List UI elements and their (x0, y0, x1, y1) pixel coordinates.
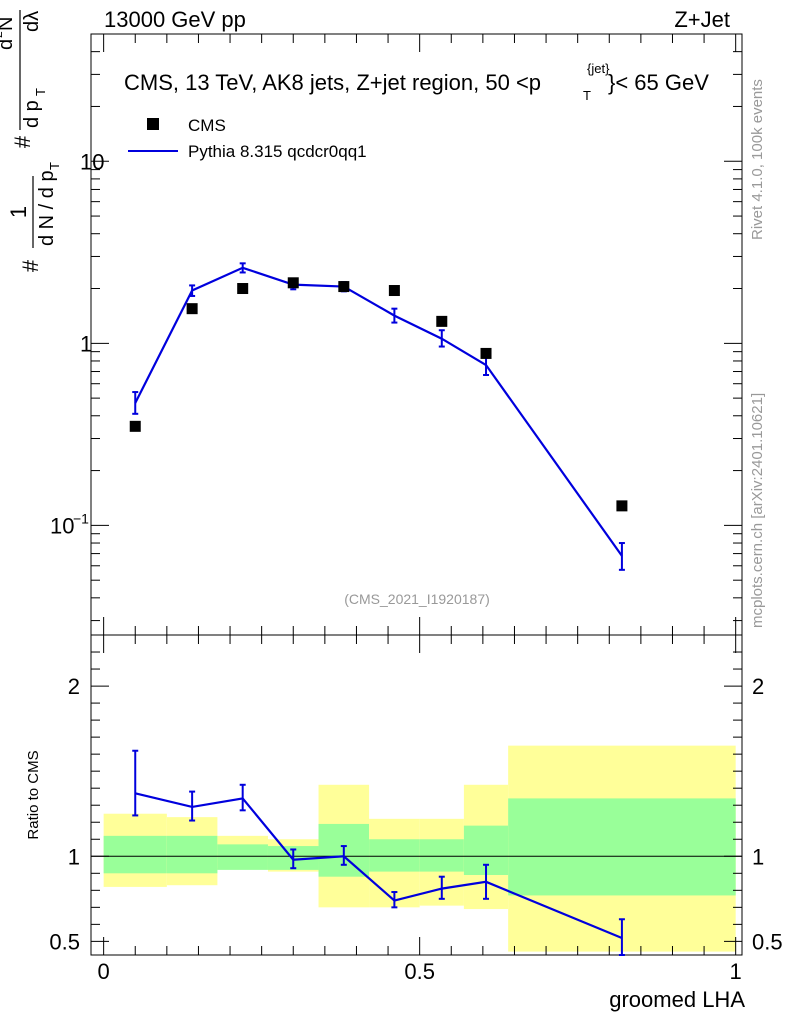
ratio-bands (103, 745, 736, 952)
ratio-y-tick-label-left: 2 (68, 674, 80, 699)
ylabel-hash-1: # (18, 259, 43, 272)
ratio-band-inner-bin (217, 844, 268, 870)
ratio-y-tick-label-right: 1 (752, 844, 764, 869)
main-plot-marks (129, 262, 628, 571)
title-sub: T (583, 88, 591, 103)
main-y-tick-label: 10 (80, 149, 104, 174)
ylabel-dpt-sub: T (33, 88, 48, 96)
rivet-version-label: Rivet 4.1.0, 100k events (749, 79, 766, 240)
x-axis-label: groomed LHA (609, 987, 745, 1012)
legend-pythia-label: Pythia 8.315 qcdcr0qq1 (188, 142, 367, 161)
title-main: CMS, 13 TeV, AK8 jets, Z+jet region, 50 … (124, 70, 541, 95)
title-sup: {jet} (587, 61, 610, 76)
cms-data-point (616, 500, 628, 512)
ratio-y-axis-label: Ratio to CMS (25, 750, 42, 839)
analysis-watermark: (CMS_2021_I1920187) (344, 591, 490, 607)
ylabel-one: 1 (6, 206, 31, 218)
legend-cms-label: CMS (188, 116, 226, 135)
header-left-label: 13000 GeV pp (104, 7, 246, 32)
cms-data-point (480, 347, 492, 359)
ratio-plot-frame (90, 634, 743, 956)
ratio-y-tick-label-left: 0.5 (49, 929, 80, 954)
ylabel-dn-sub: T (47, 162, 62, 170)
main-y-axis-label: # 1 d N / d p T # d 2 N d p T dλ (0, 10, 62, 272)
title-tail: }< 65 GeV (608, 70, 709, 95)
mcplots-label: mcplots.cern.ch [arXiv:2401.10621] (749, 393, 766, 628)
ratio-band-inner-bin (166, 835, 218, 874)
plot-title: CMS, 13 TeV, AK8 jets, Z+jet region, 50 … (124, 61, 709, 103)
ylabel-d2n-n: N (0, 17, 17, 31)
ylabel-dn-dpt: d N / d p (36, 170, 58, 246)
main-y-tick-exponent: −1 (73, 510, 89, 526)
ylabel-dpt: d p (21, 100, 43, 128)
main-y-tick-label: 1 (80, 331, 92, 356)
pythia-line (134, 266, 623, 557)
x-tick-label: 1 (730, 959, 742, 984)
ratio-band-inner-bin (419, 839, 464, 872)
ratio-y-tick-label-right: 2 (752, 674, 764, 699)
legend: CMS Pythia 8.315 qcdcr0qq1 (128, 116, 367, 161)
ratio-band-inner-bin (369, 839, 420, 872)
cms-data-point (338, 281, 350, 293)
cms-data-point (436, 315, 448, 327)
ratio-band-inner-bin (508, 798, 736, 896)
ylabel-dlambda: dλ (21, 11, 43, 32)
ratio-axes-ticks: 0 0.5 1 0.5 0.5 1 1 2 2 (49, 635, 783, 984)
header-right-label: Z+Jet (674, 7, 730, 32)
main-y-tick-label: 10 (50, 513, 74, 538)
ylabel-d2n-d: d (0, 39, 17, 50)
cms-data-point (129, 420, 141, 432)
ratio-plot-marks (132, 749, 625, 956)
ylabel-d2n-sup: 2 (0, 31, 5, 38)
x-tick-label: 0 (98, 959, 110, 984)
cms-data-point (237, 283, 249, 295)
cms-data-point (287, 277, 299, 289)
x-tick-label: 0.5 (404, 959, 435, 984)
ratio-y-tick-label-left: 1 (68, 844, 80, 869)
ratio-y-tick-label-right: 0.5 (752, 929, 783, 954)
cms-data-point (186, 303, 198, 315)
ylabel-hash-2: # (10, 135, 35, 148)
ratio-band-inner-bin (103, 835, 167, 874)
legend-cms-marker (147, 118, 159, 130)
cms-data-point (388, 285, 400, 297)
